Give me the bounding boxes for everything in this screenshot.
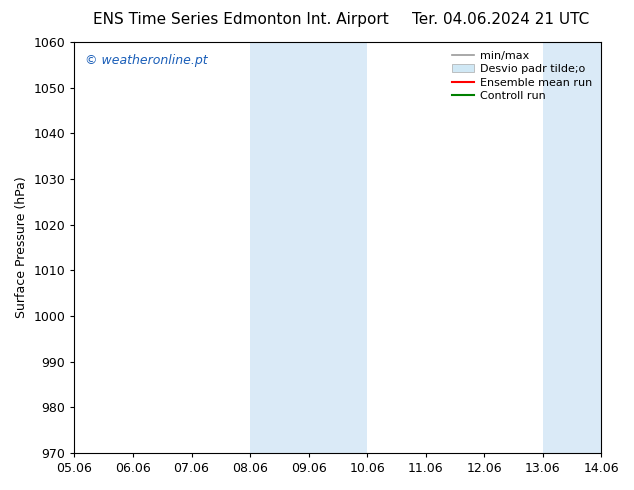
Bar	[543, 42, 601, 453]
Text: ENS Time Series Edmonton Int. Airport: ENS Time Series Edmonton Int. Airport	[93, 12, 389, 27]
Bar	[250, 42, 367, 453]
Text: © weatheronline.pt: © weatheronline.pt	[85, 54, 207, 68]
Text: Ter. 04.06.2024 21 UTC: Ter. 04.06.2024 21 UTC	[412, 12, 590, 27]
Y-axis label: Surface Pressure (hPa): Surface Pressure (hPa)	[15, 176, 28, 318]
Legend: min/max, Desvio padr tilde;o, Ensemble mean run, Controll run: min/max, Desvio padr tilde;o, Ensemble m…	[449, 48, 595, 104]
